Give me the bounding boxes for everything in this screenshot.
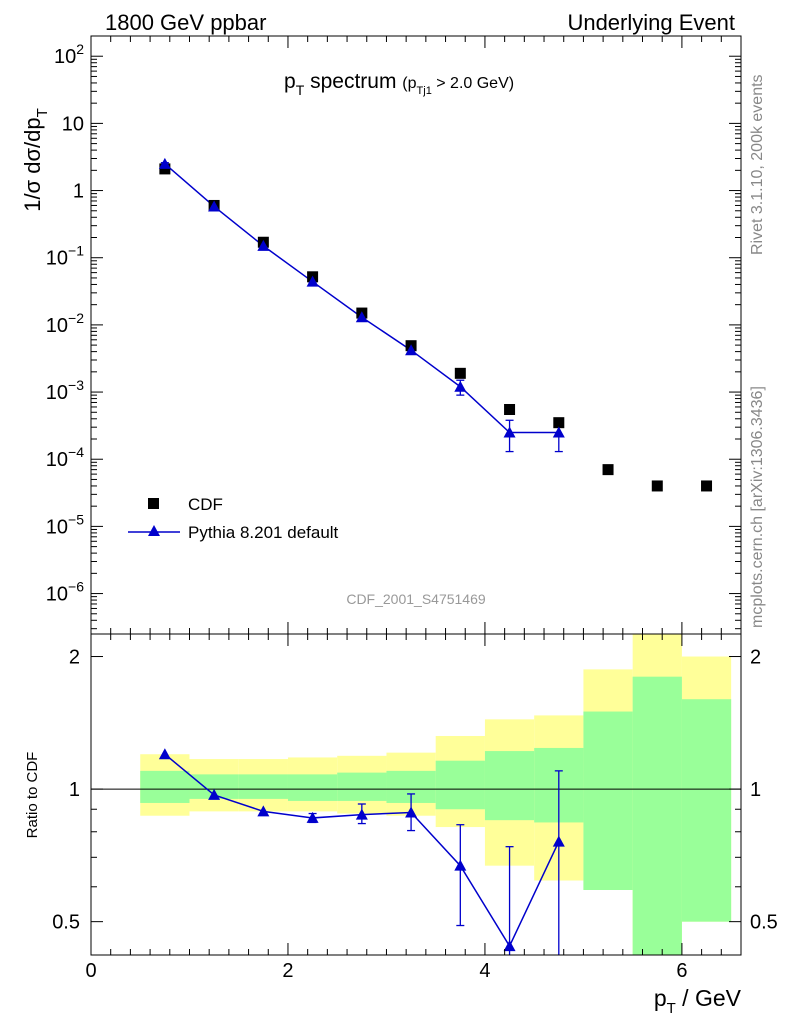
uncertainty-band-stat	[632, 676, 682, 955]
cdf-data-point	[651, 480, 663, 492]
main-frame	[90, 35, 742, 635]
x-tick-label: 0	[85, 960, 96, 982]
mc-data-point	[257, 239, 270, 251]
main-y-tick-label: 10−4	[46, 444, 84, 471]
x-tick-label: 4	[479, 960, 490, 982]
main-panel: 10−6 10−5 10−4 10−3 10−2 10−1 1 10 102 pT spectr…	[20, 35, 742, 635]
ratio-y-tick-label: 1	[69, 779, 80, 801]
main-y-tick-label: 10−2	[46, 310, 84, 337]
main-title: pT spectrum (pTj1 > 2.0 GeV)	[284, 70, 514, 98]
cdf-data-point	[454, 367, 466, 379]
ratio-data-point	[257, 805, 270, 817]
cdf-data-point	[553, 417, 565, 429]
main-ylabel: 1/σ dσ/dpT	[20, 108, 51, 212]
mc-data-point	[208, 200, 221, 212]
main-y-tick-label: 10−3	[46, 377, 84, 404]
mc-data-point	[503, 426, 516, 438]
legend-data-marker	[148, 498, 159, 509]
uncertainty-band-stat	[238, 774, 288, 799]
cdf-data-point	[504, 403, 516, 415]
cdf-data-point	[602, 464, 614, 476]
uncertainty-band-stat	[681, 699, 732, 922]
ratio-y-tick-label-right: 0.5	[750, 912, 778, 934]
ratio-data-point	[454, 859, 467, 871]
ratio-panel: 0.5 0.5 1 1 2 2 0 2 4 6 Ratio to CDF	[24, 633, 778, 982]
header-left: 1800 GeV ppbar	[105, 10, 266, 35]
mc-data-point	[355, 311, 368, 323]
uncertainty-band-stat	[287, 774, 338, 801]
analysis-id: CDF_2001_S4751469	[346, 591, 486, 607]
ratio-data-point	[503, 940, 516, 952]
ratio-data-point	[552, 835, 565, 847]
main-y-tick-label: 10−6	[46, 579, 84, 606]
main-y-tick-label: 10−1	[46, 243, 84, 270]
uncertainty-band-stat	[484, 751, 535, 821]
ratio-data-point	[306, 811, 319, 823]
mcplots-label: mcplots.cern.ch [arXiv:1306.3436]	[749, 386, 766, 628]
ratio-y-tick-label-right: 1	[750, 779, 761, 801]
ratio-data-point	[158, 748, 171, 760]
ratio-y-tick-label-right: 2	[750, 647, 761, 669]
cdf-data-point	[159, 163, 171, 175]
mc-data-point	[454, 380, 467, 392]
mc-data-point	[552, 426, 565, 438]
rivet-label: Rivet 3.1.10, 200k events	[749, 74, 766, 255]
cdf-data-point	[701, 480, 713, 492]
legend-data-label: CDF	[188, 495, 223, 514]
ratio-frame	[90, 633, 742, 956]
x-axis-label: pT / GeV	[654, 985, 742, 1017]
legend-mc-label: Pythia 8.201 default	[188, 523, 339, 542]
main-y-tick-label: 1	[73, 181, 84, 203]
x-tick-label: 6	[676, 960, 687, 982]
header-right: Underlying Event	[567, 10, 735, 35]
mc-data-point	[306, 275, 319, 287]
mc-series-line	[164, 163, 559, 434]
main-y-tick-label: 10	[62, 113, 84, 135]
legend: CDF Pythia 8.201 default	[128, 495, 339, 542]
ratio-y-tick-label: 2	[69, 647, 80, 669]
mc-data-point	[158, 157, 171, 169]
ratio-data-point	[405, 806, 418, 818]
main-y-tick-label: 10−5	[46, 511, 84, 538]
uncertainty-band-stat	[337, 772, 387, 801]
ratio-ylabel: Ratio to CDF	[24, 752, 41, 839]
ratio-data-point	[208, 788, 221, 800]
uncertainty-band-stat	[583, 711, 633, 891]
mc-data-point	[405, 344, 418, 356]
uncertainty-band-stat	[140, 770, 190, 803]
ratio-y-tick-label: 0.5	[52, 912, 80, 934]
main-y-tick-label: 102	[54, 41, 84, 68]
uncertainty-band-stat	[435, 760, 485, 810]
ratio-data-point	[355, 808, 368, 820]
legend-mc-marker	[148, 525, 160, 536]
x-tick-label: 2	[282, 960, 293, 982]
